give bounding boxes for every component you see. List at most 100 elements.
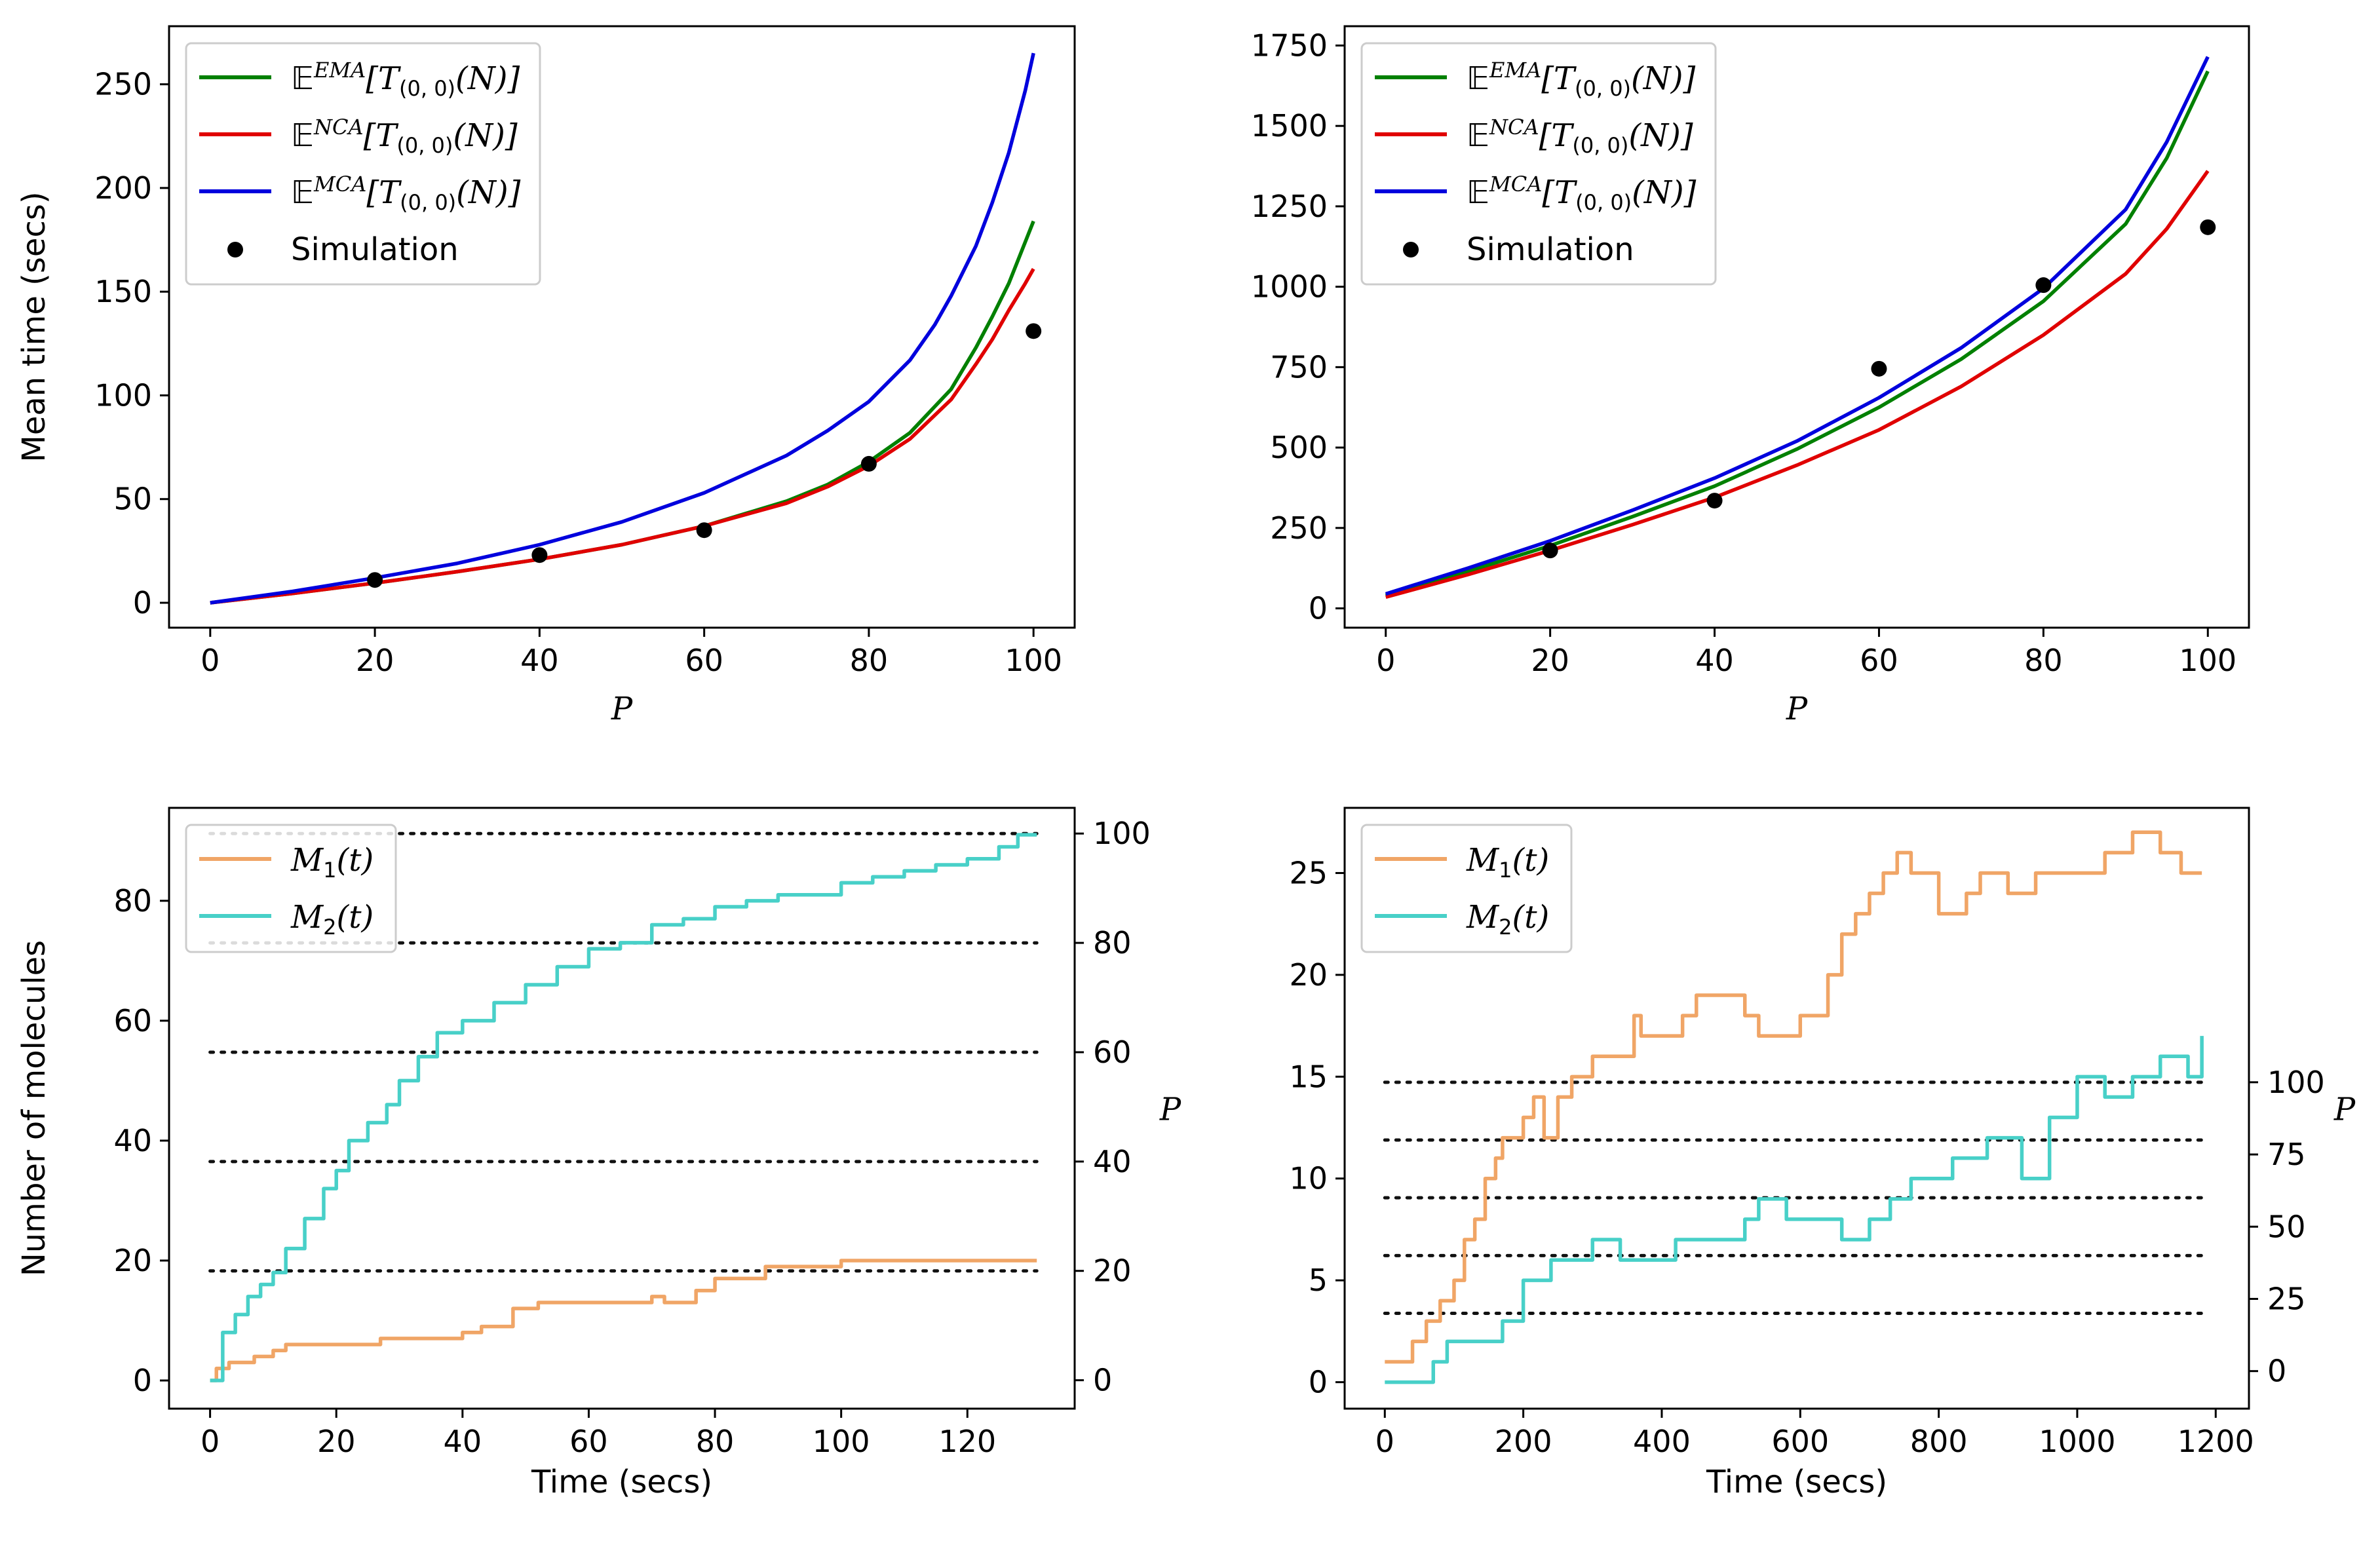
y-tick-label: 0 (133, 1363, 152, 1398)
plot-frame (168, 807, 1076, 1410)
legend-entry-M2: M2(t) (290, 899, 374, 940)
legend: M1(t) M2(t) (1360, 824, 1573, 953)
simulation-point (2200, 219, 2216, 235)
y-tick-label: 1250 (1251, 189, 1328, 224)
x-axis-label: P (611, 691, 633, 727)
legend-entry-M1: M1(t) (290, 842, 374, 883)
series-line-M1 (1385, 830, 2202, 1364)
x-tick-label: 600 (1771, 1424, 1829, 1459)
series-line-MCA (1385, 56, 2210, 596)
y-tick-label: 1000 (1251, 269, 1328, 305)
chart-bottom-right: 0 200 400 600 800 1000 1200 0 5 10 15 20 25 0 25 50 75 10… (1289, 807, 2356, 1500)
legend-entry-NCA: 𝔼NCA[T(0, 0)(N)] (291, 115, 518, 158)
series-line-M2 (1385, 1036, 2204, 1384)
plot-frame (1343, 807, 2250, 1410)
x-tick-label: 20 (1531, 643, 1569, 678)
series-line-M2 (210, 833, 1037, 1382)
plot-frame (1343, 25, 2250, 629)
y2-tick-label: 40 (1093, 1144, 1132, 1179)
y2-tick-label: 0 (1093, 1363, 1112, 1398)
y-tick-label: 20 (113, 1243, 152, 1278)
y-tick-label: 60 (113, 1003, 152, 1038)
x-tick-label: 60 (1860, 643, 1898, 678)
chart-top-left: 0 20 40 60 80 100 0 50 100 150 200 250 P Mean time (s… (16, 25, 1076, 727)
y-tick-label: 250 (1270, 510, 1328, 546)
legend: M1(t) M2(t) (185, 824, 397, 953)
x-tick-label: 800 (1910, 1424, 1968, 1459)
x-tick-label: 60 (569, 1424, 608, 1459)
legend: 𝔼EMA[T(0, 0)(N)] 𝔼NCA[T(0, 0)(N)] 𝔼MCA[T(0… (185, 42, 541, 286)
x-tick-label: 0 (201, 1424, 220, 1459)
y-tick-label: 0 (1309, 1365, 1328, 1400)
x-tick-label: 1200 (2178, 1424, 2254, 1459)
simulation-point (2035, 277, 2052, 294)
simulation-point (860, 455, 877, 472)
plot-frame (168, 25, 1076, 629)
y-tick-label: 50 (113, 482, 152, 517)
legend-box (1360, 824, 1573, 953)
legend-box (1360, 42, 1717, 286)
y-axis-label: Number of molecules (16, 940, 52, 1276)
legend-marker-dot (1403, 242, 1419, 257)
legend-entry-EMA: 𝔼EMA[T(0, 0)(N)] (291, 58, 520, 101)
x-tick-label: 0 (1376, 643, 1395, 678)
chart-top-right: 0 20 40 60 80 10002505007501000125015001750P𝔼… (1251, 25, 2250, 727)
simulation-point (696, 522, 712, 539)
y-tick-label: 20 (1289, 957, 1328, 993)
x-tick-label: 40 (1695, 643, 1734, 678)
y2-tick-label: 25 (2267, 1281, 2306, 1316)
y2-tick-label: 50 (2267, 1209, 2306, 1244)
x-tick-label: 120 (938, 1424, 996, 1459)
chart-bottom-left: 0 20 40 60 80 100 120 0 20 40 60 80 0 20 40 60 80 100 Time… (16, 807, 1181, 1500)
y2-tick-label: 100 (2267, 1065, 2325, 1100)
simulation-point (1871, 360, 1887, 377)
y2-axis-label: P (1159, 1092, 1181, 1128)
y-tick-label: 25 (1289, 855, 1328, 890)
x-tick-label: 100 (2179, 643, 2236, 678)
x-tick-label: 20 (317, 1424, 356, 1459)
x-tick-label: 80 (2024, 643, 2063, 678)
x-tick-label: 40 (520, 643, 559, 678)
x-tick-label: 1000 (2039, 1424, 2115, 1459)
legend: 𝔼EMA[T(0, 0)(N)] 𝔼NCA[T(0, 0)(N)] 𝔼MCA[T(0… (1360, 42, 1717, 286)
x-tick-label: 100 (813, 1424, 870, 1459)
x-tick-label: 0 (1375, 1424, 1394, 1459)
y-tick-label: 1750 (1251, 28, 1328, 63)
legend-entry-M2: M2(t) (1466, 899, 1549, 940)
y2-tick-label: 75 (2267, 1137, 2306, 1172)
x-tick-label: 0 (201, 643, 220, 678)
y2-tick-label: 60 (1093, 1035, 1132, 1070)
simulation-point (531, 547, 548, 563)
legend-entry-EMA: 𝔼EMA[T(0, 0)(N)] (1467, 58, 1695, 101)
y-tick-label: 10 (1289, 1161, 1328, 1196)
y-tick-label: 250 (94, 67, 152, 102)
y-tick-label: 40 (113, 1123, 152, 1158)
y-axis-label: Mean time (secs) (16, 191, 52, 462)
x-axis-label: Time (secs) (531, 1464, 712, 1500)
y2-tick-label: 80 (1093, 925, 1132, 961)
x-tick-label: 80 (696, 1424, 735, 1459)
legend-entry-NCA: 𝔼NCA[T(0, 0)(N)] (1467, 115, 1693, 158)
x-tick-label: 100 (1005, 643, 1062, 678)
legend-entry-M1: M1(t) (1466, 842, 1549, 883)
y-tick-label: 200 (94, 170, 152, 206)
x-tick-label: 400 (1633, 1424, 1691, 1459)
y-tick-label: 500 (1270, 430, 1328, 465)
simulation-point (367, 572, 383, 588)
simulation-point (1706, 493, 1723, 509)
series-line-NCA (1385, 170, 2210, 599)
y2-tick-label: 0 (2267, 1354, 2286, 1389)
x-tick-label: 20 (356, 643, 394, 678)
y2-axis-label: P (2333, 1092, 2356, 1128)
legend-entry-sim: Simulation (1467, 231, 1634, 268)
y-tick-label: 80 (113, 883, 152, 919)
y-tick-label: 1500 (1251, 108, 1328, 143)
y-tick-label: 0 (1309, 591, 1328, 626)
legend-entry-sim: Simulation (291, 231, 459, 268)
x-tick-label: 80 (850, 643, 889, 678)
simulation-point (1026, 323, 1042, 339)
legend-entry-MCA: 𝔼MCA[T(0, 0)(N)] (1467, 172, 1697, 215)
x-axis-label: P (1786, 691, 1808, 727)
